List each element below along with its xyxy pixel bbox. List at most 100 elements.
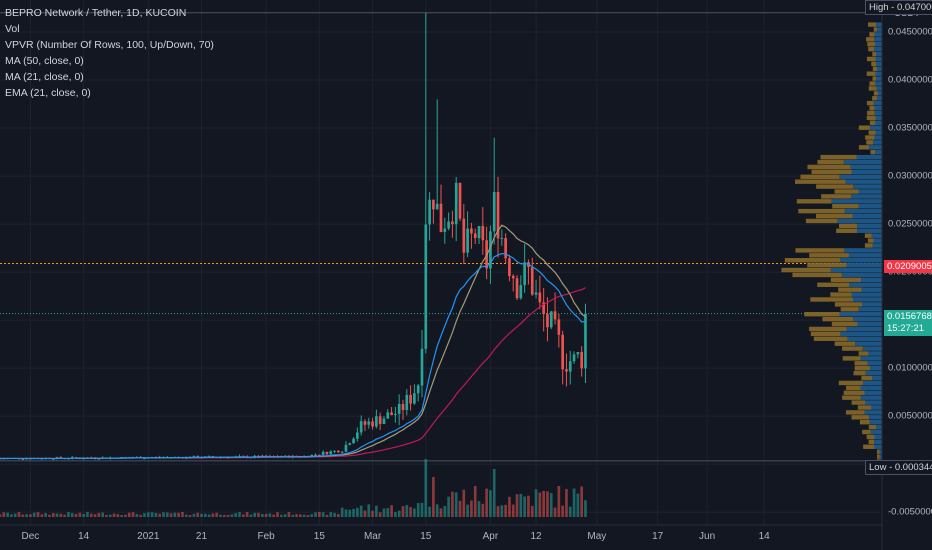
- profile-bar-up: [861, 277, 882, 283]
- volume-bar: [135, 513, 139, 517]
- volume-bar: [291, 514, 295, 517]
- profile-bar-up: [868, 145, 882, 150]
- volume-bar: [451, 491, 454, 517]
- volume-bar: [6, 512, 9, 517]
- profile-bar-up: [851, 169, 882, 175]
- profile-bar-up: [869, 125, 882, 130]
- candle-body: [386, 412, 390, 419]
- legend-ma50[interactable]: MA (50, close, 0): [5, 55, 84, 67]
- grid-lines: [0, 0, 882, 525]
- volume-bar: [276, 512, 279, 517]
- time-tick-label: 21: [195, 531, 208, 542]
- volume-bar: [154, 512, 158, 517]
- profile-bar-down: [869, 81, 876, 86]
- profile-bar-down: [866, 140, 874, 145]
- time-tick-label: 15: [313, 531, 325, 542]
- volume-bar: [203, 513, 207, 517]
- legend-ema21[interactable]: EMA (21, close, 0): [5, 87, 91, 99]
- profile-bar-down: [865, 135, 875, 140]
- volume-bar: [523, 496, 526, 517]
- profile-bar-up: [845, 179, 882, 184]
- candle-body: [321, 451, 325, 455]
- profile-bar-up: [871, 405, 882, 410]
- profile-bar-up: [852, 213, 882, 219]
- profile-bar-up: [844, 248, 882, 253]
- volume-bar: [146, 512, 150, 517]
- profile-bar-down: [822, 316, 854, 322]
- volume-bar: [462, 489, 466, 517]
- profile-bar-down: [846, 385, 861, 391]
- moving-averages: [0, 224, 586, 460]
- volume-bar: [485, 488, 488, 517]
- legend-vol[interactable]: Vol: [5, 23, 20, 35]
- profile-bar-up: [874, 110, 882, 116]
- candle-body: [473, 233, 477, 238]
- time-tick-label: Jun: [699, 531, 716, 542]
- profile-bar-down: [842, 356, 861, 361]
- candle-body: [576, 352, 580, 355]
- candle-body: [477, 226, 481, 238]
- profile-bar-down: [804, 312, 840, 317]
- volume-bar: [470, 500, 473, 517]
- candle-body: [439, 203, 443, 232]
- profile-bar-up: [830, 267, 882, 273]
- profile-bar-up: [840, 331, 882, 337]
- profile-bar-up: [860, 395, 882, 400]
- volume-bar: [51, 513, 55, 517]
- profile-bar-down: [796, 199, 832, 204]
- volume-bar: [272, 514, 276, 517]
- volume-bar: [359, 505, 363, 517]
- candle-body: [435, 203, 439, 210]
- profile-bar-down: [781, 267, 831, 273]
- volume-bar: [352, 508, 355, 517]
- volume-bar: [150, 512, 154, 517]
- time-tick-label: Dec: [21, 531, 40, 542]
- candle-body: [492, 191, 496, 232]
- profile-bar-down: [795, 179, 846, 184]
- volume-bar: [139, 514, 142, 517]
- volume-bar: [477, 501, 481, 517]
- volume-bar: [86, 512, 89, 517]
- candle-body: [451, 221, 454, 225]
- volume-bar: [211, 513, 215, 517]
- legend-vpvr[interactable]: VPVR (Number Of Rows, 100, Up/Down, 70): [5, 39, 214, 51]
- profile-bar-up: [876, 22, 882, 27]
- volume-bar: [44, 513, 47, 517]
- volume-bar: [333, 512, 336, 517]
- volume-bar: [36, 512, 40, 517]
- candle-body: [371, 421, 374, 427]
- profile-bar-down: [867, 110, 875, 116]
- profile-bar-down: [807, 262, 847, 268]
- volume-bar: [32, 512, 36, 517]
- volume-bar: [546, 491, 549, 517]
- volume-bar: [268, 513, 272, 517]
- candle-body: [489, 231, 492, 269]
- volume-bar: [344, 509, 348, 517]
- candle-body: [454, 182, 458, 225]
- candle-body: [504, 238, 507, 259]
- time-tick-label: Mar: [363, 531, 382, 542]
- profile-bar-up: [857, 321, 882, 327]
- profile-bar-up: [875, 56, 882, 62]
- volume-bar: [325, 514, 329, 517]
- profile-bar-down: [873, 27, 878, 32]
- profile-bar-down: [872, 66, 878, 71]
- symbol-title[interactable]: BEPRO Network / Tether, 1D, KUCOIN: [5, 7, 187, 19]
- legend-ma21[interactable]: MA (21, close, 0): [5, 71, 84, 83]
- volume-bar: [348, 509, 352, 517]
- profile-bar-up: [840, 258, 882, 263]
- profile-bar-up: [873, 140, 882, 145]
- last-price: 0.01567684: [887, 311, 932, 322]
- volume-bar: [375, 505, 378, 517]
- candle-body: [580, 352, 583, 369]
- profile-bar-down: [877, 449, 880, 454]
- profile-bar-down: [817, 159, 844, 165]
- profile-bar-up: [839, 174, 882, 179]
- profile-bar-down: [867, 22, 877, 27]
- profile-bar-up: [872, 375, 882, 381]
- candle-body: [143, 458, 146, 460]
